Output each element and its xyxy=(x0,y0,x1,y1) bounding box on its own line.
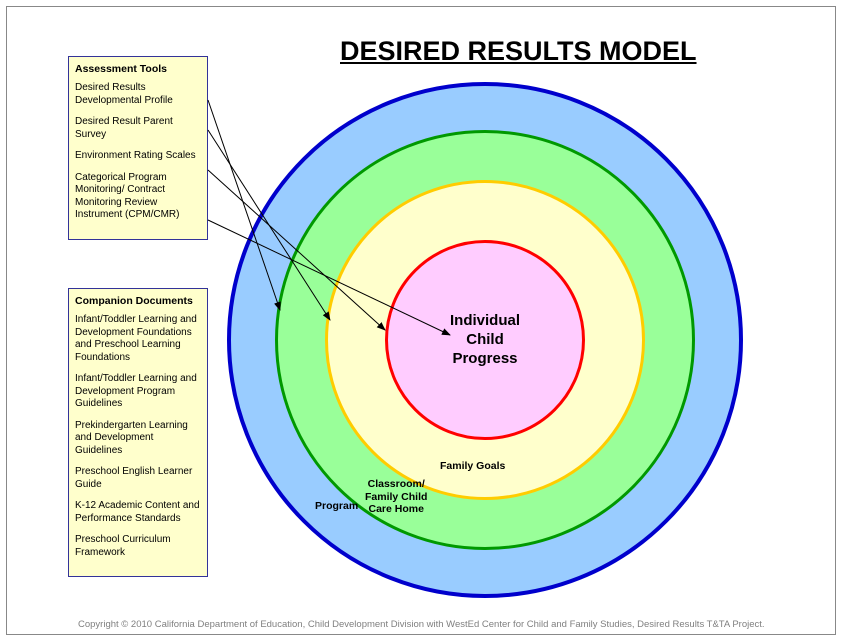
list-item: Desired Results Developmental Profile xyxy=(75,82,201,107)
ring-center-label: IndividualChildProgress xyxy=(425,312,545,368)
list-item: Prekindergarten Learning and Development… xyxy=(75,420,201,458)
box-title: Companion Documents xyxy=(75,295,201,308)
copyright-text: Copyright © 2010 California Department o… xyxy=(78,619,812,631)
ring-label: Classroom/Family ChildCare Home xyxy=(365,478,427,516)
list-item: Preschool Curriculum Framework xyxy=(75,534,201,559)
box-title: Assessment Tools xyxy=(75,63,201,76)
list-item: Preschool English Learner Guide xyxy=(75,466,201,491)
main-title: DESIRED RESULTS MODEL xyxy=(340,36,697,67)
list-item: Infant/Toddler Learning and Development … xyxy=(75,314,201,364)
list-item: Desired Result Parent Survey xyxy=(75,116,201,141)
ring-label: Family Goals xyxy=(440,460,505,473)
list-item: K-12 Academic Content and Performance St… xyxy=(75,500,201,525)
concentric-diagram: Program Classroom/Family ChildCare Home Fa… xyxy=(225,80,745,600)
list-item: Environment Rating Scales xyxy=(75,150,201,163)
companion-documents-box: Companion Documents Infant/Toddler Learn… xyxy=(68,288,208,577)
list-item: Infant/Toddler Learning and Development … xyxy=(75,373,201,411)
list-item: Categorical Program Monitoring/ Contract… xyxy=(75,172,201,222)
ring-label: Program xyxy=(315,500,358,513)
assessment-tools-box: Assessment Tools Desired Results Develop… xyxy=(68,56,208,240)
